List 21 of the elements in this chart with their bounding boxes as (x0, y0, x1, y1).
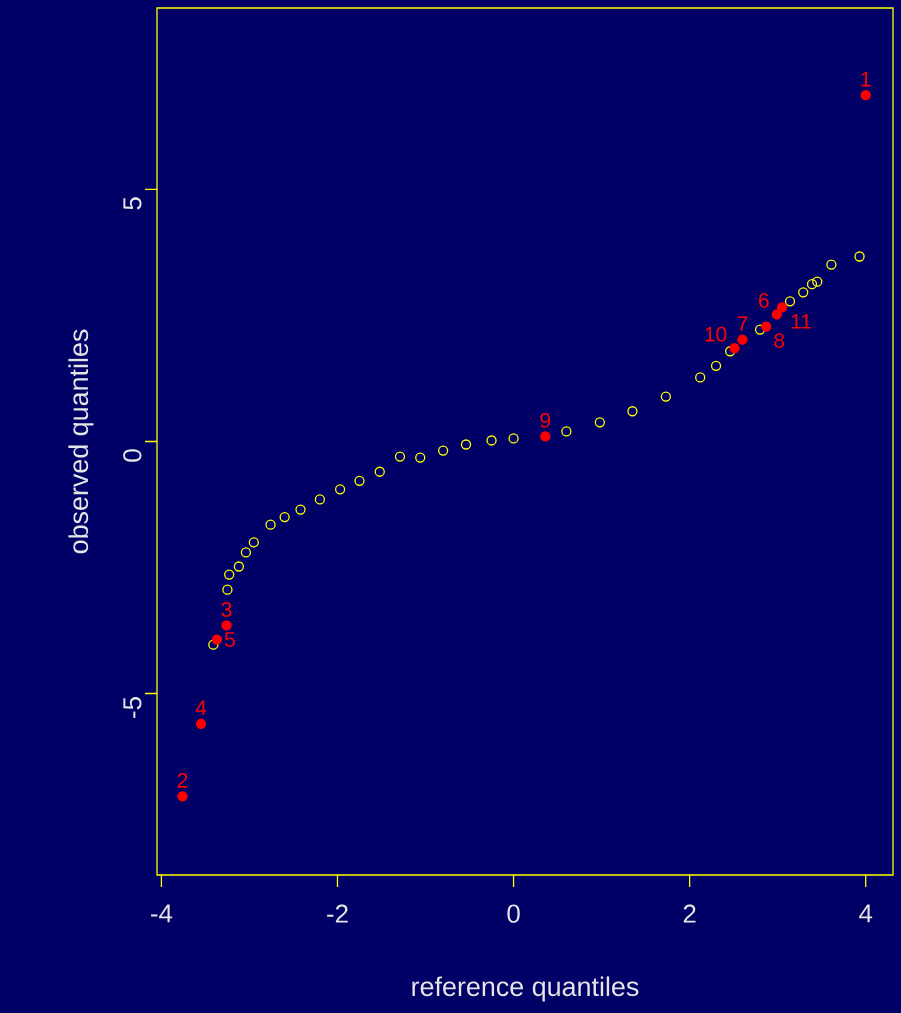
y-axis-title: observed quantiles (68, 329, 94, 554)
y-tick-label: -5 (123, 697, 142, 718)
annotation: 9 (540, 413, 551, 428)
annotation: 8 (774, 333, 785, 348)
annotation: 6 (759, 293, 769, 308)
annotation: 11 (791, 314, 811, 329)
annotation: 1 (861, 71, 871, 87)
y-tick-label: 0 (123, 449, 142, 462)
x-tick-label: 0 (507, 904, 520, 923)
annotation: 10 (705, 326, 727, 342)
annotation: 4 (195, 700, 207, 715)
annotation: 5 (224, 632, 235, 647)
x-tick-label: 4 (859, 904, 873, 923)
y-tick-label: 5 (123, 197, 142, 210)
annotation: 7 (737, 316, 748, 331)
annotation: 3 (221, 602, 232, 617)
x-tick-label: -2 (327, 904, 348, 923)
annotation: 2 (177, 773, 188, 788)
x-axis-title: reference quantiles (412, 976, 639, 1002)
x-tick-label: 2 (683, 904, 696, 923)
x-tick-label: -4 (151, 904, 173, 923)
